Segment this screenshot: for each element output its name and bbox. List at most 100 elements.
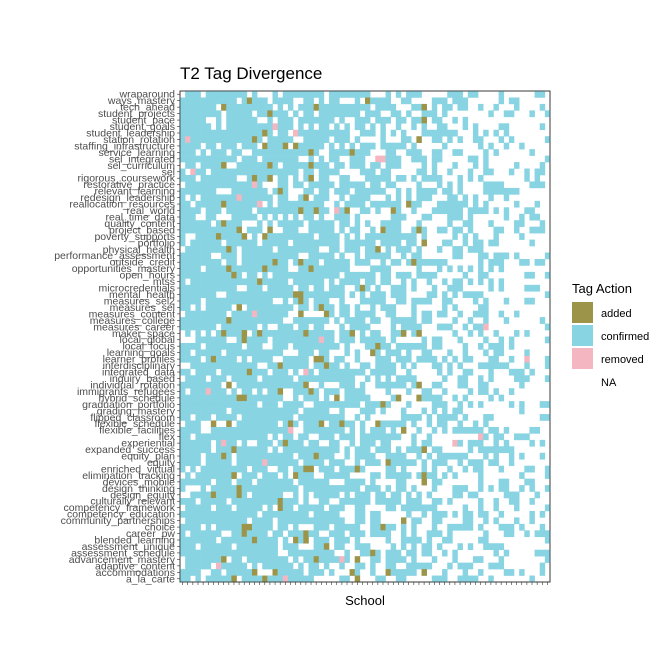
heatmap-cell-confirmed — [472, 155, 479, 163]
heatmap-cell-confirmed — [287, 498, 294, 505]
heatmap-cell-added — [308, 174, 314, 182]
heatmap-cell-confirmed — [251, 194, 258, 202]
heatmap-cell-confirmed — [313, 549, 320, 557]
heatmap-cell-confirmed — [251, 142, 258, 150]
heatmap-cell-confirmed — [339, 284, 345, 292]
heatmap-cell-confirmed — [226, 368, 232, 376]
heatmap-cell-added — [277, 498, 284, 505]
heatmap-cell-confirmed — [436, 323, 443, 331]
heatmap-cell-confirmed — [287, 543, 294, 550]
heatmap-cell-confirmed — [339, 536, 345, 544]
heatmap-cell-confirmed — [498, 136, 505, 143]
heatmap-cell-confirmed — [298, 433, 304, 441]
heatmap-cell-confirmed — [282, 536, 289, 544]
heatmap-cell-confirmed — [385, 401, 391, 408]
heatmap-cell-confirmed — [411, 278, 417, 286]
heatmap-cell-confirmed — [406, 459, 412, 467]
heatmap-cell-confirmed — [277, 336, 284, 344]
heatmap-cell-confirmed — [190, 129, 196, 137]
heatmap-cell-confirmed — [200, 433, 206, 441]
heatmap-cell-removed — [318, 336, 325, 344]
y-tick-label: accommodations — [96, 567, 175, 579]
heatmap-cell-confirmed — [231, 498, 237, 505]
heatmap-cell-confirmed — [185, 200, 191, 208]
heatmap-cell-confirmed — [277, 246, 284, 253]
heatmap-cell-confirmed — [467, 510, 474, 518]
heatmap-cell-confirmed — [195, 510, 201, 518]
heatmap-cell-confirmed — [282, 556, 289, 563]
heatmap-cell-confirmed — [287, 517, 294, 525]
heatmap-cell-confirmed — [385, 388, 391, 395]
heatmap-cell-confirmed — [416, 187, 422, 195]
heatmap-cell-confirmed — [308, 110, 314, 118]
heatmap-cell-confirmed — [267, 414, 273, 421]
heatmap-cell-confirmed — [313, 342, 320, 350]
heatmap-cell-confirmed — [436, 123, 443, 131]
heatmap-cell-confirmed — [277, 317, 284, 324]
heatmap-cell-confirmed — [257, 536, 263, 544]
y-tick-label: maker_space — [112, 328, 175, 340]
heatmap-cell-confirmed — [375, 187, 381, 195]
heatmap-cell-confirmed — [195, 368, 201, 376]
heatmap-cell-confirmed — [508, 498, 515, 505]
heatmap-cell-confirmed — [323, 452, 330, 460]
heatmap-cell-confirmed — [349, 162, 356, 169]
heatmap-cell-confirmed — [190, 504, 196, 512]
heatmap-cell-confirmed — [375, 459, 381, 467]
heatmap-cell-confirmed — [215, 330, 222, 337]
heatmap-cell-confirmed — [287, 200, 294, 208]
heatmap-cell-confirmed — [287, 271, 294, 279]
heatmap-cell-confirmed — [272, 491, 278, 499]
heatmap-cell-confirmed — [267, 394, 273, 402]
heatmap-cell-confirmed — [246, 246, 253, 253]
heatmap-cell-confirmed — [370, 304, 376, 311]
heatmap-cell-confirmed — [210, 394, 217, 402]
heatmap-cell-added — [354, 465, 361, 473]
heatmap-cell-confirmed — [493, 233, 499, 240]
heatmap-cell-confirmed — [262, 375, 268, 383]
heatmap-cell-confirmed — [185, 381, 191, 389]
heatmap-cell-confirmed — [493, 258, 499, 266]
heatmap-cell-confirmed — [251, 168, 258, 176]
heatmap-cell-confirmed — [406, 258, 412, 266]
heatmap-cell-added — [262, 233, 268, 240]
heatmap-cell-confirmed — [185, 258, 191, 266]
heatmap-cell-confirmed — [277, 110, 284, 118]
heatmap-cell-confirmed — [416, 265, 422, 273]
y-tick-label: measures_sel — [110, 302, 175, 314]
heatmap-cell-confirmed — [272, 510, 278, 518]
heatmap-cell-confirmed — [375, 472, 381, 479]
heatmap-cell-confirmed — [185, 142, 191, 150]
heatmap-cell-confirmed — [390, 523, 397, 531]
heatmap-cell-confirmed — [442, 472, 448, 479]
heatmap-cell-confirmed — [493, 187, 499, 195]
heatmap-cell-confirmed — [344, 233, 350, 240]
heatmap-cell-confirmed — [426, 310, 433, 318]
heatmap-cell-confirmed — [215, 297, 222, 305]
heatmap-cell-confirmed — [185, 407, 191, 415]
heatmap-cell-confirmed — [282, 149, 289, 156]
heatmap-cell-confirmed — [365, 168, 371, 176]
heatmap-cell-confirmed — [483, 304, 489, 311]
heatmap-cell-confirmed — [241, 485, 248, 492]
heatmap-cell-confirmed — [287, 233, 294, 240]
heatmap-cell-confirmed — [385, 452, 391, 460]
heatmap-cell-confirmed — [318, 116, 325, 124]
heatmap-cell-confirmed — [329, 336, 335, 344]
heatmap-cell-confirmed — [359, 129, 366, 137]
heatmap-cell-confirmed — [185, 556, 191, 563]
heatmap-cell-confirmed — [180, 284, 186, 292]
heatmap-cell-confirmed — [313, 116, 320, 124]
heatmap-cell-confirmed — [231, 375, 237, 383]
heatmap-cell-confirmed — [287, 123, 294, 131]
heatmap-cell-confirmed — [436, 394, 443, 402]
heatmap-cell-confirmed — [344, 491, 350, 499]
heatmap-cell-confirmed — [287, 246, 294, 253]
heatmap-cell-confirmed — [447, 136, 453, 143]
heatmap-cell-confirmed — [298, 562, 304, 570]
heatmap-cell-confirmed — [236, 317, 242, 324]
heatmap-cell-confirmed — [529, 478, 535, 486]
heatmap-cell-confirmed — [534, 284, 541, 292]
heatmap-cell-confirmed — [257, 381, 263, 389]
heatmap-cell-confirmed — [339, 543, 345, 550]
